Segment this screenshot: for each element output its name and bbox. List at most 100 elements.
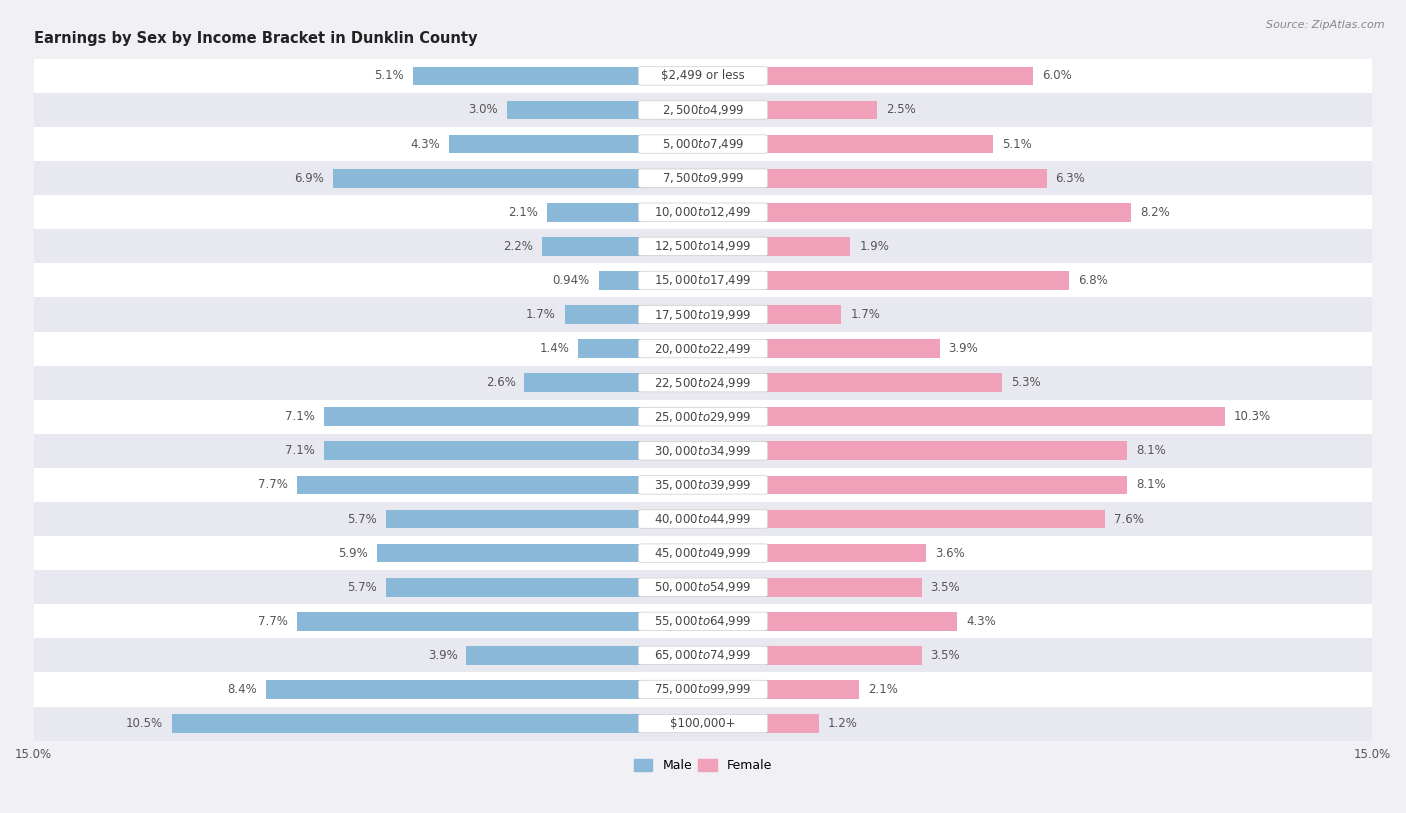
Bar <box>34 400 1372 434</box>
Text: $35,000 to $39,999: $35,000 to $39,999 <box>654 478 752 492</box>
Text: 7.7%: 7.7% <box>259 615 288 628</box>
Bar <box>387 510 641 528</box>
Bar <box>34 638 1372 672</box>
Bar <box>34 468 1372 502</box>
Text: 7.6%: 7.6% <box>1114 512 1143 525</box>
Text: 6.8%: 6.8% <box>1078 274 1108 287</box>
Bar <box>565 305 641 324</box>
Text: 5.9%: 5.9% <box>339 546 368 559</box>
Text: $7,500 to $9,999: $7,500 to $9,999 <box>662 172 744 185</box>
Text: 3.0%: 3.0% <box>468 103 498 116</box>
Bar <box>765 578 922 597</box>
Bar <box>377 544 641 563</box>
Bar <box>34 59 1372 93</box>
Text: Source: ZipAtlas.com: Source: ZipAtlas.com <box>1267 20 1385 30</box>
Bar <box>765 169 1046 188</box>
FancyBboxPatch shape <box>638 339 768 358</box>
Text: 8.4%: 8.4% <box>226 683 257 696</box>
FancyBboxPatch shape <box>638 476 768 494</box>
Bar <box>323 441 641 460</box>
FancyBboxPatch shape <box>638 680 768 698</box>
Bar <box>524 373 641 392</box>
FancyBboxPatch shape <box>638 203 768 221</box>
Bar <box>34 93 1372 127</box>
Text: 10.3%: 10.3% <box>1234 411 1271 424</box>
Text: $30,000 to $34,999: $30,000 to $34,999 <box>654 444 752 458</box>
Text: 8.1%: 8.1% <box>1136 478 1166 491</box>
Text: $12,500 to $14,999: $12,500 to $14,999 <box>654 239 752 254</box>
Text: $10,000 to $12,499: $10,000 to $12,499 <box>654 205 752 220</box>
Bar <box>34 672 1372 706</box>
Bar <box>547 203 641 222</box>
Text: 5.3%: 5.3% <box>1011 376 1040 389</box>
FancyBboxPatch shape <box>638 101 768 120</box>
Bar <box>34 298 1372 332</box>
Bar <box>765 714 820 733</box>
Bar <box>765 441 1128 460</box>
Text: $45,000 to $49,999: $45,000 to $49,999 <box>654 546 752 560</box>
Bar <box>34 570 1372 604</box>
Text: $65,000 to $74,999: $65,000 to $74,999 <box>654 649 752 663</box>
FancyBboxPatch shape <box>638 441 768 460</box>
Bar <box>333 169 641 188</box>
Bar <box>34 502 1372 536</box>
Text: 1.4%: 1.4% <box>540 342 569 355</box>
Text: 3.9%: 3.9% <box>427 649 457 662</box>
Text: $2,500 to $4,999: $2,500 to $4,999 <box>662 103 744 117</box>
Text: 1.9%: 1.9% <box>859 240 889 253</box>
Bar <box>765 646 922 665</box>
Text: $2,499 or less: $2,499 or less <box>661 69 745 82</box>
FancyBboxPatch shape <box>638 715 768 733</box>
Text: 5.1%: 5.1% <box>1002 137 1032 150</box>
FancyBboxPatch shape <box>638 67 768 85</box>
FancyBboxPatch shape <box>638 578 768 597</box>
Bar <box>765 271 1069 289</box>
Text: 7.7%: 7.7% <box>259 478 288 491</box>
Text: 8.2%: 8.2% <box>1140 206 1170 219</box>
Text: 6.9%: 6.9% <box>294 172 323 185</box>
Bar <box>34 127 1372 161</box>
Bar <box>266 680 641 699</box>
Text: 6.3%: 6.3% <box>1056 172 1085 185</box>
FancyBboxPatch shape <box>638 135 768 154</box>
Bar <box>765 305 841 324</box>
Text: $5,000 to $7,499: $5,000 to $7,499 <box>662 137 744 151</box>
Text: 10.5%: 10.5% <box>127 717 163 730</box>
Text: 4.3%: 4.3% <box>966 615 995 628</box>
Text: $22,500 to $24,999: $22,500 to $24,999 <box>654 376 752 389</box>
FancyBboxPatch shape <box>638 544 768 563</box>
Text: 2.1%: 2.1% <box>508 206 538 219</box>
Text: 2.2%: 2.2% <box>503 240 533 253</box>
Bar <box>765 612 957 631</box>
FancyBboxPatch shape <box>638 373 768 392</box>
Bar <box>34 229 1372 263</box>
Text: 5.7%: 5.7% <box>347 512 377 525</box>
Text: 4.3%: 4.3% <box>411 137 440 150</box>
Bar <box>506 101 641 120</box>
Text: $25,000 to $29,999: $25,000 to $29,999 <box>654 410 752 424</box>
Bar <box>765 101 877 120</box>
Text: 1.7%: 1.7% <box>526 308 555 321</box>
Bar <box>387 578 641 597</box>
Bar <box>765 373 1002 392</box>
Text: $20,000 to $22,499: $20,000 to $22,499 <box>654 341 752 355</box>
Bar <box>413 67 641 85</box>
Text: $75,000 to $99,999: $75,000 to $99,999 <box>654 682 752 697</box>
Bar <box>765 407 1225 426</box>
Bar <box>765 544 927 563</box>
Text: 5.7%: 5.7% <box>347 580 377 593</box>
Bar <box>765 510 1105 528</box>
Bar <box>297 612 641 631</box>
Bar <box>765 476 1128 494</box>
Bar <box>34 536 1372 570</box>
FancyBboxPatch shape <box>638 272 768 289</box>
Text: 1.2%: 1.2% <box>828 717 858 730</box>
Text: 2.1%: 2.1% <box>868 683 898 696</box>
Bar <box>765 680 859 699</box>
Text: $15,000 to $17,499: $15,000 to $17,499 <box>654 273 752 288</box>
FancyBboxPatch shape <box>638 646 768 664</box>
Text: 7.1%: 7.1% <box>285 445 315 458</box>
Bar <box>297 476 641 494</box>
Text: 3.5%: 3.5% <box>931 649 960 662</box>
Bar <box>34 434 1372 468</box>
